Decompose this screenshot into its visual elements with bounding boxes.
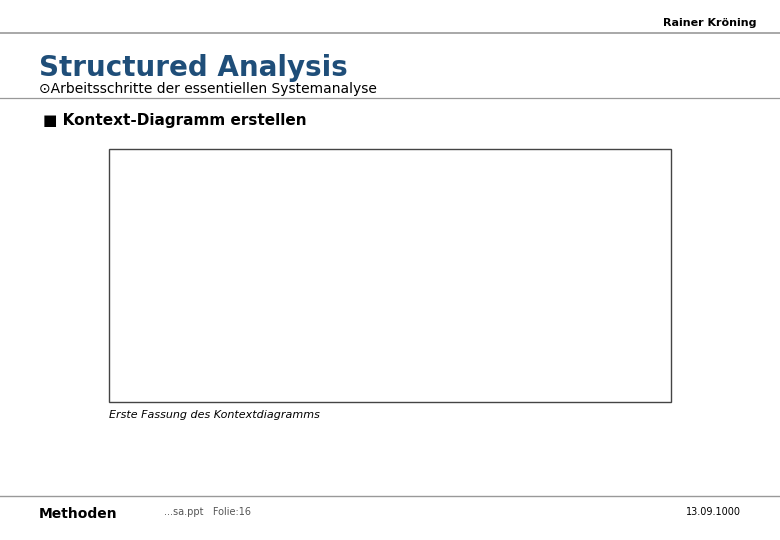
FancyArrowPatch shape	[242, 291, 335, 341]
Text: Belegungs-Info: Belegungs-Info	[454, 255, 523, 264]
Text: Methoden: Methoden	[39, 507, 118, 521]
Text: Theaterkarte: Theaterkarte	[282, 365, 341, 374]
Text: Theater: Theater	[555, 271, 596, 280]
Text: 13.09.1000: 13.09.1000	[686, 507, 741, 517]
FancyArrowPatch shape	[241, 210, 335, 261]
FancyArrowPatch shape	[241, 281, 330, 312]
Text: Kunde: Kunde	[189, 271, 221, 280]
Text: Kartenauskunft: Kartenauskunft	[277, 222, 346, 232]
Text: Kartenbestellung: Kartenbestellung	[272, 319, 350, 328]
Bar	[168, 247, 241, 303]
Text: Erste Fassung des Kontextdiagramms: Erste Fassung des Kontextdiagramms	[109, 410, 320, 421]
Text: ...sa.ppt   Folie:16: ...sa.ppt Folie:16	[164, 507, 251, 517]
Bar	[541, 253, 609, 298]
Text: Rainer Kröning: Rainer Kröning	[663, 18, 757, 28]
Text: ⊙Arbeitsschritte der essentiellen Systemanalyse: ⊙Arbeitsschritte der essentiellen System…	[39, 82, 377, 96]
Text: ■ Kontext-Diagramm erstellen: ■ Kontext-Diagramm erstellen	[43, 113, 307, 129]
Ellipse shape	[328, 220, 474, 331]
Text: Structured Analysis: Structured Analysis	[39, 54, 348, 82]
FancyArrowPatch shape	[242, 240, 331, 269]
Text: Vorverkaufs-
system
0: Vorverkaufs- system 0	[373, 259, 430, 292]
Text: Kartenanfrage: Kartenanfrage	[287, 177, 353, 186]
